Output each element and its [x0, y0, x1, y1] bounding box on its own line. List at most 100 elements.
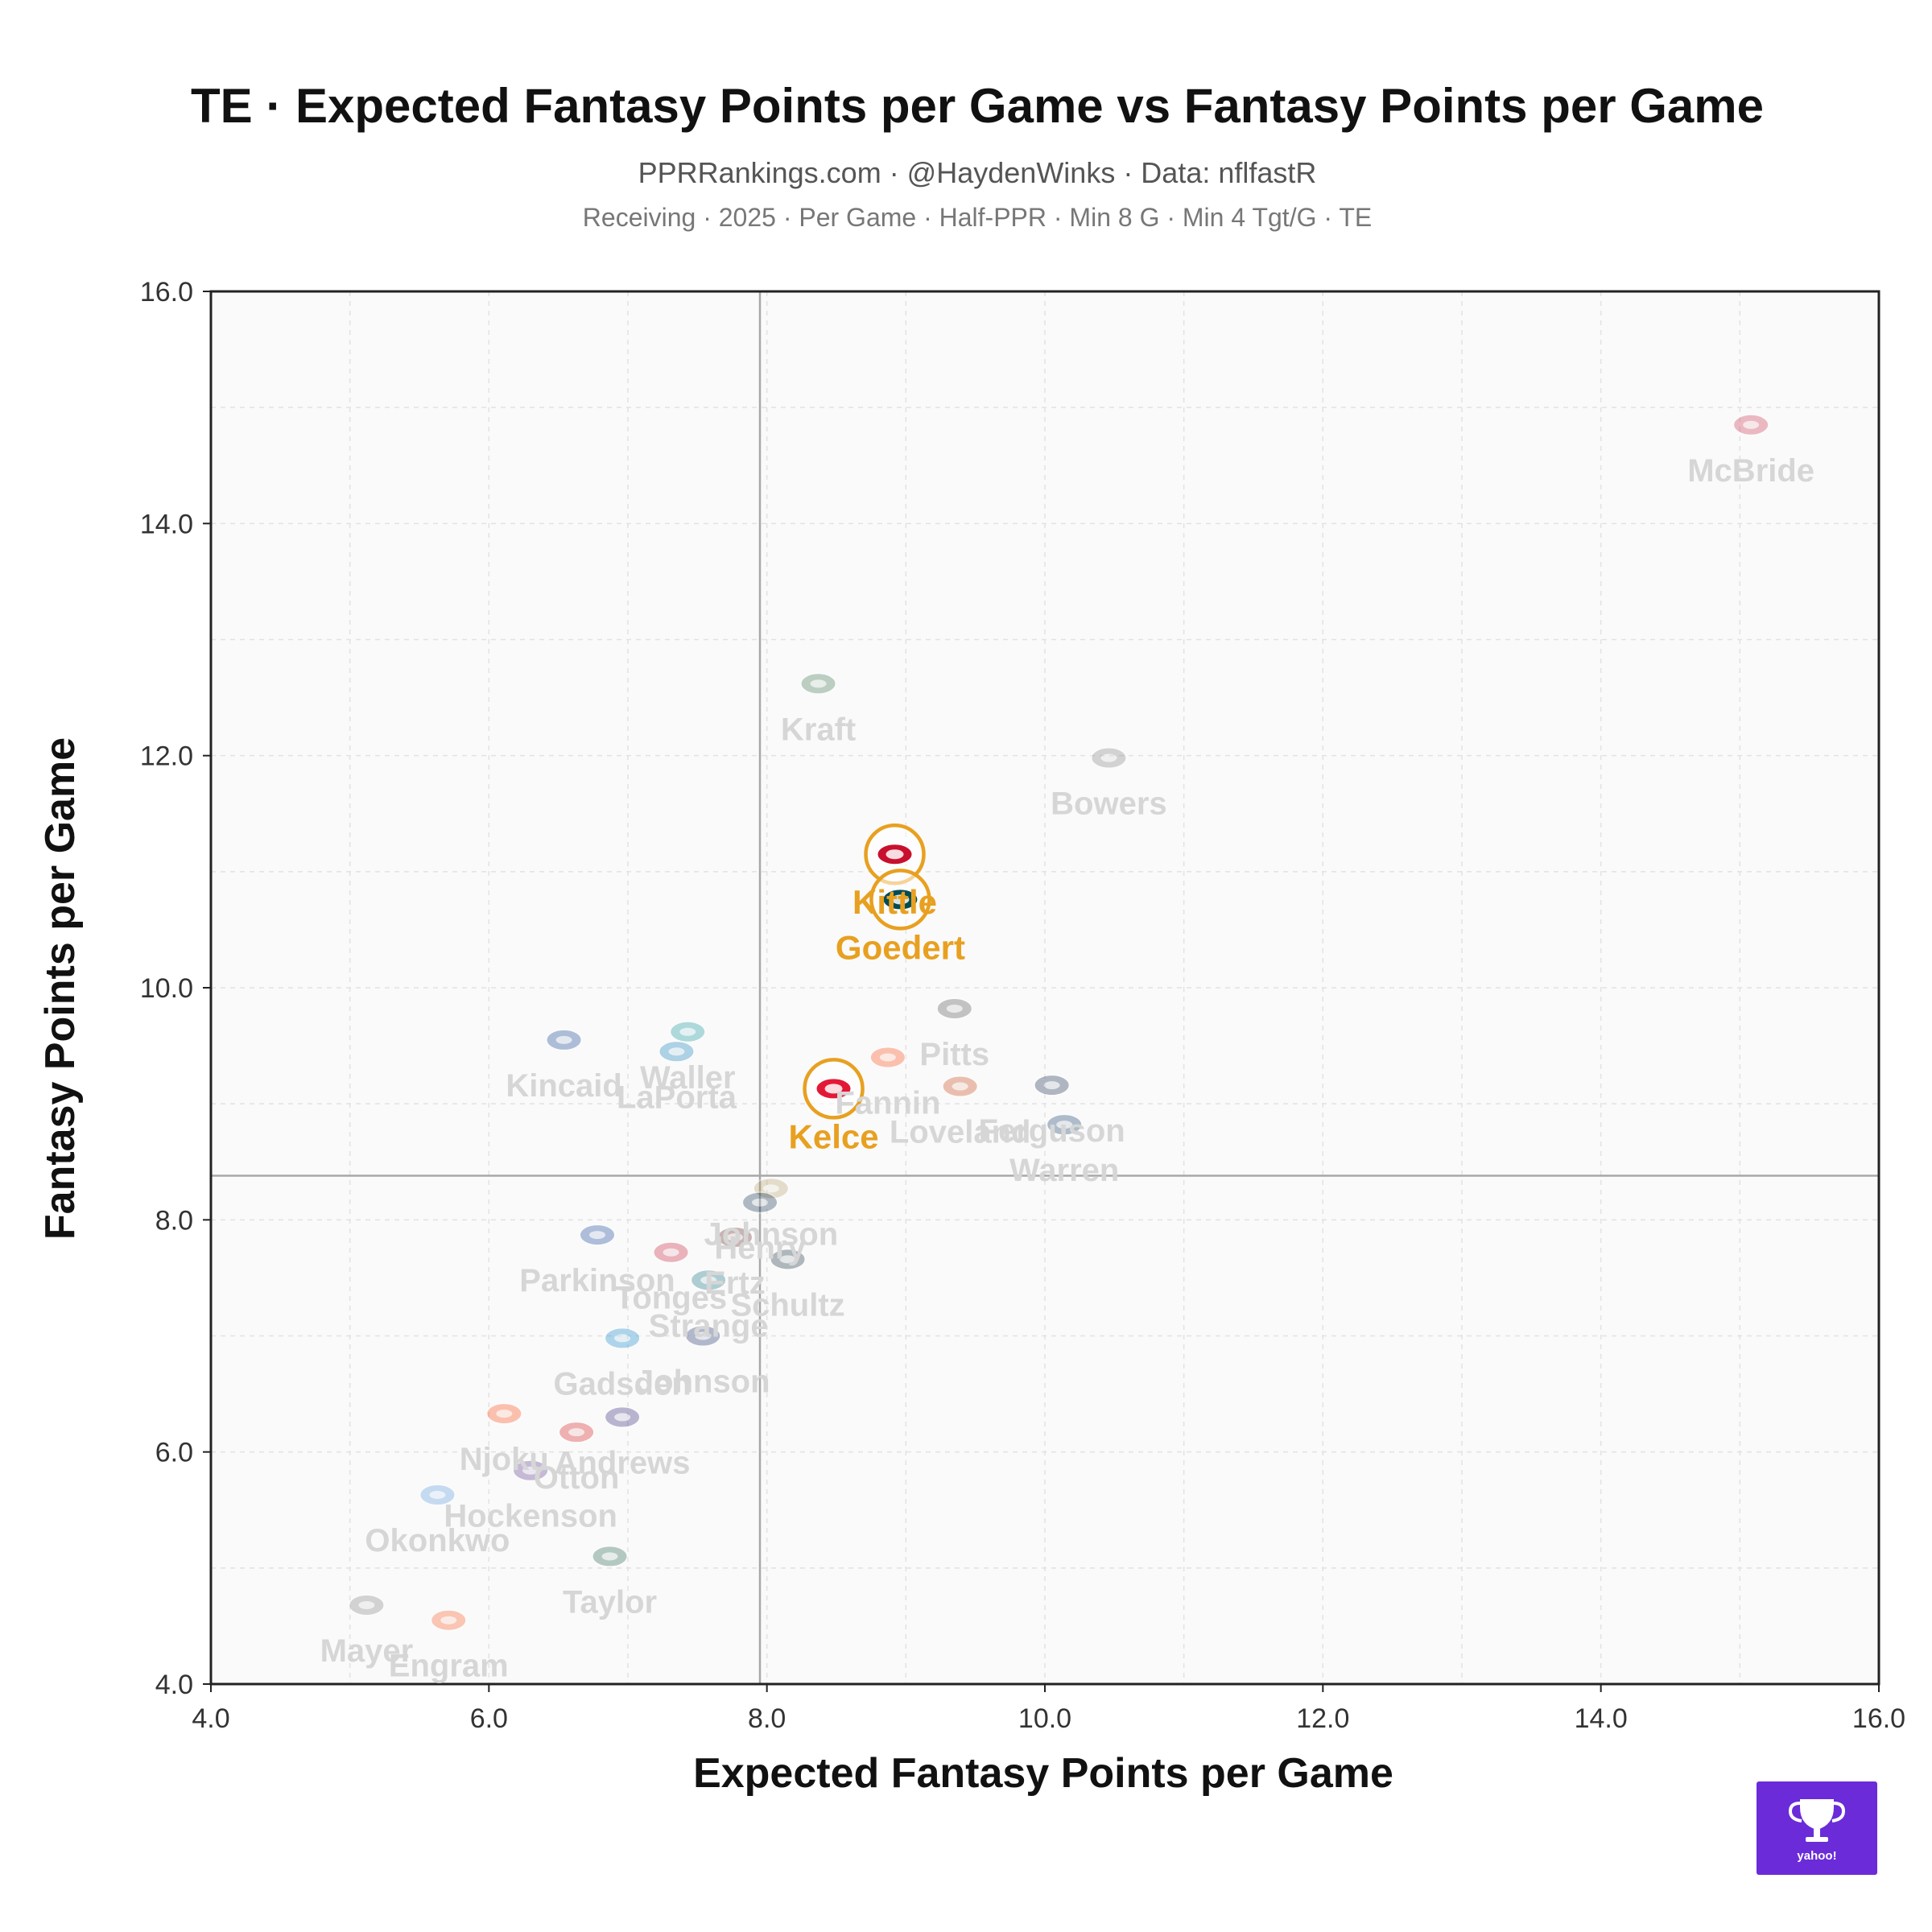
team-logo-mark: [604, 1406, 642, 1429]
point-label-andrews: Andrews: [555, 1445, 691, 1480]
point-loveland-chi: [941, 1075, 979, 1098]
y-axis-label: Fantasy Points per Game: [37, 737, 84, 1240]
team-logo-detail: [1043, 1081, 1060, 1090]
point-kincaid-buf: [545, 1028, 583, 1051]
point-tonges-sf: [652, 1241, 690, 1264]
point-label-loveland: Loveland: [890, 1115, 1031, 1150]
team-logo-mark: [716, 1225, 753, 1249]
team-logo-detail: [1056, 1121, 1073, 1129]
point-okonkwo-ten: [419, 1484, 456, 1507]
team-logo-detail: [589, 1231, 606, 1240]
team-logo-mark: [769, 1248, 807, 1271]
team-logo-mark: [485, 1402, 523, 1426]
point-label-mcbride: McBride: [1687, 453, 1814, 489]
point-label-goedert: Goedert: [836, 928, 965, 966]
trophy-icon: [1788, 1799, 1846, 1842]
point-label-mayer: Mayer: [320, 1633, 414, 1669]
point-label-strange: Strange: [649, 1308, 769, 1344]
x-tick-label: 4.0: [192, 1703, 229, 1734]
team-logo-mark: [684, 1324, 722, 1348]
x-tick-label: 12.0: [1296, 1703, 1349, 1734]
point-label-laporta: LaPorta: [617, 1080, 737, 1115]
team-logo-mark: [512, 1459, 550, 1482]
team-logo-mark: [604, 1327, 642, 1350]
point-label-engram: Engram: [389, 1649, 509, 1684]
team-logo-detail: [440, 1616, 457, 1624]
team-logo-detail: [824, 1084, 843, 1094]
point-goedert-phi: [869, 869, 931, 931]
point-label-okonkwo: Okonkwo: [365, 1523, 510, 1558]
yahoo-badge: yahoo!: [1757, 1781, 1877, 1875]
y-tick-label: 4.0: [155, 1670, 193, 1700]
team-logo-detail: [668, 1047, 685, 1056]
point-kraft-gb: [799, 672, 837, 696]
x-tick-label: 8.0: [748, 1703, 786, 1734]
point-label-tonges: Tonges: [615, 1281, 727, 1316]
team-logo-detail: [762, 1184, 779, 1193]
point-kelce-kc: [803, 1058, 865, 1120]
point-parkinson-lar: [579, 1224, 617, 1247]
point-label-fannin: Fannin: [835, 1086, 940, 1121]
chart-subtitle: PPRRankings.com · @HaydenWinks · Data: n…: [638, 156, 1317, 189]
point-label-bowers: Bowers: [1051, 786, 1167, 822]
x-tick-label: 6.0: [470, 1703, 508, 1734]
team-logo-mark: [545, 1028, 583, 1051]
highlight-labels: Kittle Goedert Kelce: [789, 883, 965, 1155]
point-label-ertz: Ertz: [704, 1265, 766, 1301]
team-logo-detail: [358, 1600, 375, 1609]
team-logo-detail: [700, 1276, 717, 1285]
point-label-gadsden: Gadsden: [554, 1366, 691, 1402]
team-logo-detail: [614, 1334, 631, 1343]
team-logo-mark: [419, 1484, 456, 1507]
team-logo-detail: [1743, 420, 1760, 429]
team-logo-detail: [679, 1027, 696, 1036]
team-logo-mark: [658, 1040, 696, 1063]
team-logo-detail: [726, 1232, 743, 1241]
point-label-otton: Otton: [534, 1460, 620, 1496]
team-logo-mark: [741, 1191, 779, 1214]
point-ertz-was: [716, 1225, 753, 1249]
team-logo-mark: [1033, 1074, 1071, 1097]
point-taylor-nyj: [591, 1545, 629, 1568]
data-points: [348, 413, 1770, 1632]
team-logo-mark: [591, 1545, 629, 1568]
team-logo-mark: [941, 1075, 979, 1098]
yahoo-badge-label: yahoo!: [1797, 1849, 1836, 1863]
team-logo-detail: [601, 1552, 618, 1561]
team-logo-detail: [695, 1331, 712, 1340]
point-label-warren: Warren: [1009, 1153, 1119, 1188]
point-schultz-hou: [769, 1248, 807, 1271]
point-gadsden-lac: [604, 1327, 642, 1350]
point-label-pitts: Pitts: [919, 1037, 989, 1072]
point-label-njoku: Njoku: [460, 1442, 549, 1477]
point-mayer-lv: [348, 1593, 386, 1616]
x-tick-label: 14.0: [1575, 1703, 1628, 1734]
point-label-kincaid: Kincaid: [506, 1068, 621, 1104]
x-tick-label: 10.0: [1018, 1703, 1071, 1734]
point-label-taylor: Taylor: [563, 1584, 657, 1620]
team-logo-mark: [1090, 746, 1128, 770]
point-labels: McBride Kraft Bowers Pitts Kincaid WallerLaPo…: [320, 453, 1814, 1684]
point-label-henry: Henry: [714, 1231, 806, 1266]
team-logo-detail: [752, 1198, 769, 1207]
team-logo-mark: [652, 1241, 690, 1264]
point-mcbride-ari: [1732, 413, 1770, 436]
team-logo-mark: [935, 997, 973, 1020]
point-label-johnson: Johnson: [636, 1364, 770, 1400]
chart-title: TE · Expected Fantasy Points per Game vs…: [191, 79, 1764, 133]
team-logo-mark: [1046, 1113, 1084, 1137]
team-logo-mark: [869, 1046, 906, 1069]
team-logo-detail: [555, 1035, 572, 1044]
chart-filters: Receiving · 2025 · Per Game · Half-PPR ·…: [583, 203, 1372, 232]
x-tick-label: 16.0: [1852, 1703, 1905, 1734]
team-logo-detail: [779, 1255, 796, 1264]
y-tick-label: 16.0: [140, 277, 193, 308]
point-johnson-no: [752, 1177, 790, 1200]
point-label-kraft: Kraft: [781, 712, 856, 747]
point-otton-tb: [558, 1421, 596, 1444]
point-strange-jax: [690, 1269, 728, 1292]
y-tick-label: 14.0: [140, 509, 193, 539]
x-axis-label: Expected Fantasy Points per Game: [693, 1750, 1393, 1797]
y-tick-label: 6.0: [155, 1438, 193, 1468]
point-johnson-nyg: [684, 1324, 722, 1348]
